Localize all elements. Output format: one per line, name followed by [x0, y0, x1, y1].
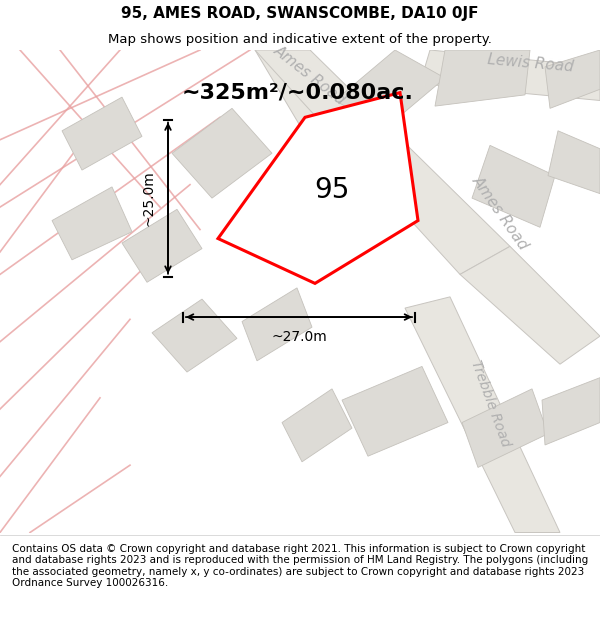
Text: Contains OS data © Crown copyright and database right 2021. This information is : Contains OS data © Crown copyright and d…: [12, 544, 588, 588]
Text: Lewis Road: Lewis Road: [486, 52, 574, 75]
Text: Ames Road: Ames Road: [271, 42, 349, 107]
Polygon shape: [172, 108, 272, 198]
Text: 95: 95: [314, 176, 350, 204]
Polygon shape: [472, 146, 555, 228]
Text: 95, AMES ROAD, SWANSCOMBE, DA10 0JF: 95, AMES ROAD, SWANSCOMBE, DA10 0JF: [121, 6, 479, 21]
Polygon shape: [52, 187, 132, 260]
Polygon shape: [152, 299, 237, 372]
Polygon shape: [282, 389, 352, 462]
Polygon shape: [548, 131, 600, 194]
Polygon shape: [242, 288, 312, 361]
Polygon shape: [255, 50, 510, 274]
Polygon shape: [545, 50, 600, 108]
Polygon shape: [122, 209, 202, 282]
Polygon shape: [542, 378, 600, 445]
Polygon shape: [420, 50, 600, 101]
Text: Ames Road: Ames Road: [469, 173, 531, 253]
Polygon shape: [62, 97, 142, 170]
Text: Map shows position and indicative extent of the property.: Map shows position and indicative extent…: [108, 32, 492, 46]
Polygon shape: [255, 50, 410, 218]
Text: Trebble Road: Trebble Road: [468, 358, 512, 449]
Text: ~25.0m: ~25.0m: [141, 170, 155, 226]
Polygon shape: [460, 246, 600, 364]
Polygon shape: [218, 92, 418, 283]
Polygon shape: [405, 297, 560, 532]
Text: ~325m²/~0.080ac.: ~325m²/~0.080ac.: [182, 82, 414, 102]
Polygon shape: [435, 50, 530, 106]
Polygon shape: [335, 50, 445, 129]
Polygon shape: [462, 389, 548, 468]
Polygon shape: [342, 366, 448, 456]
Text: ~27.0m: ~27.0m: [271, 330, 327, 344]
